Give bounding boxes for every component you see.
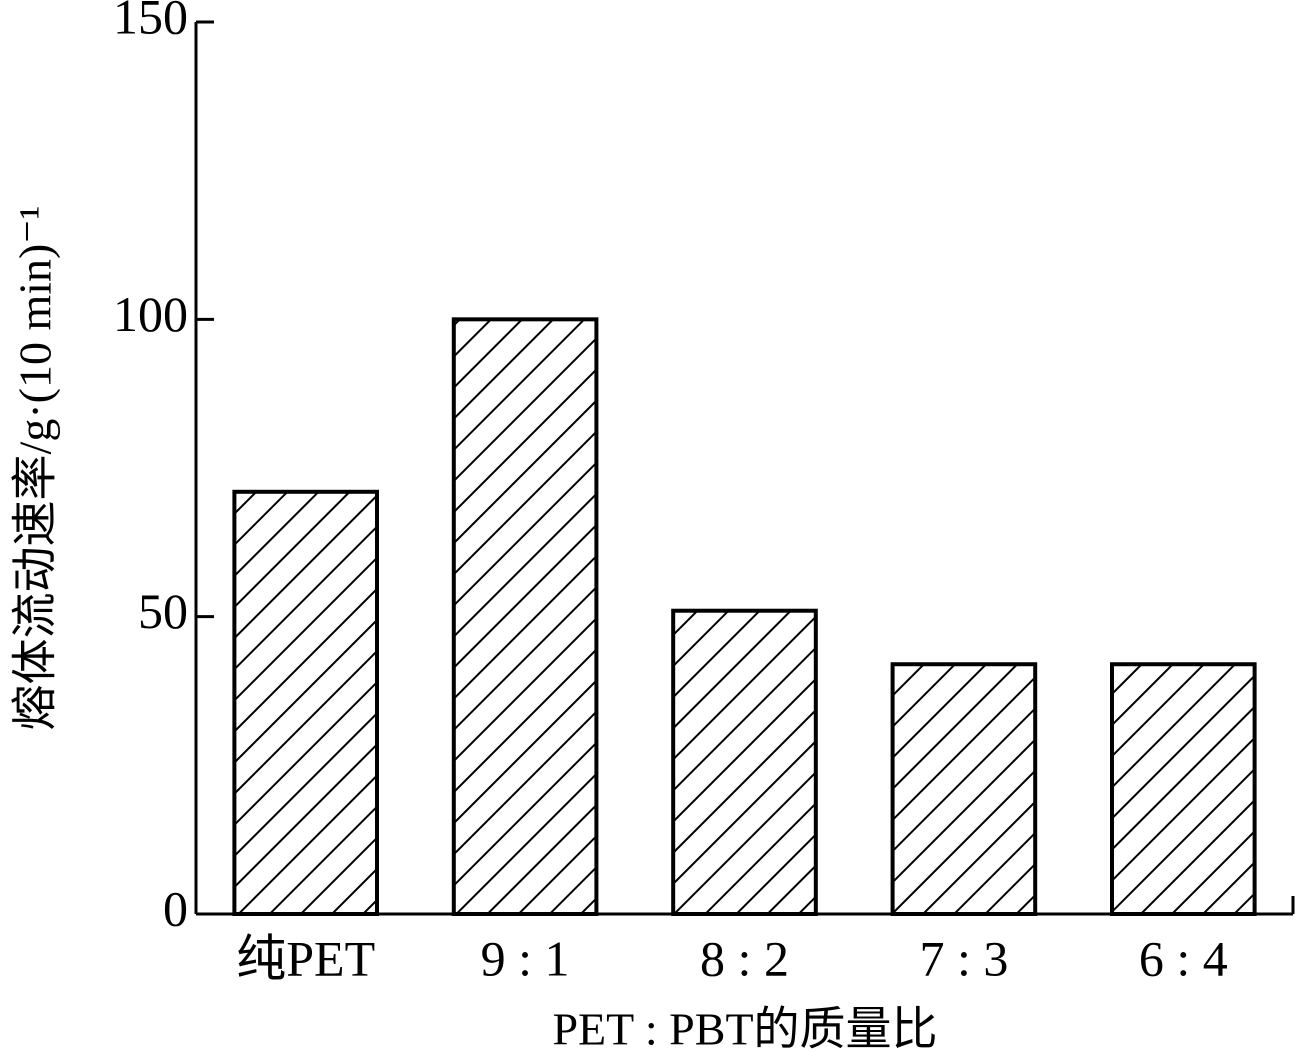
x-tick-label: 7 : 3	[919, 930, 1008, 986]
x-tick-label: 8 : 2	[700, 930, 789, 986]
y-tick-label: 50	[138, 583, 188, 639]
y-tick-label: 0	[163, 880, 188, 936]
y-tick-label: 150	[113, 0, 188, 44]
x-axis-title: PET : PBT的质量比	[552, 1004, 937, 1055]
bar	[451, 317, 599, 917]
bar	[1109, 662, 1257, 916]
x-tick-label: 9 : 1	[481, 930, 570, 986]
bar	[671, 608, 818, 916]
x-tick-label: 纯PET	[236, 930, 375, 986]
x-tick-label: 6 : 4	[1139, 930, 1228, 986]
y-tick-label: 100	[113, 286, 188, 342]
y-axis-title: 熔体流动速率/g·(10 min)⁻¹	[10, 206, 61, 731]
bar	[890, 662, 1038, 916]
bar	[232, 489, 380, 916]
